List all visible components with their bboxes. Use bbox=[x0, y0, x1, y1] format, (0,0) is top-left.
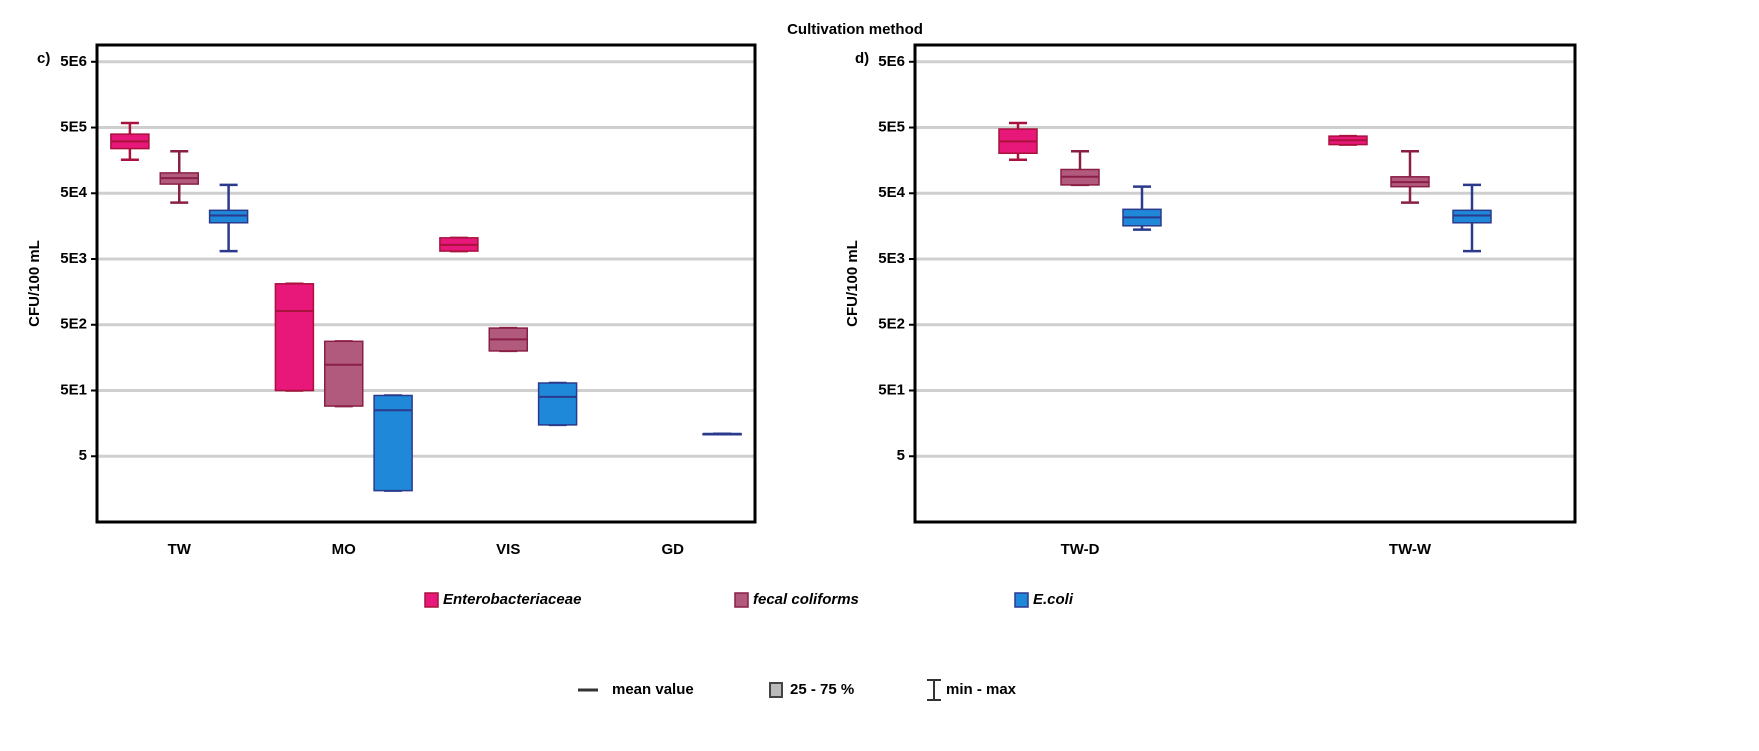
panel-label: d) bbox=[855, 50, 869, 67]
x-tick-label: MO bbox=[332, 541, 356, 558]
y-tick-label: 5E5 bbox=[878, 118, 905, 135]
box bbox=[537, 382, 578, 426]
plot-frame bbox=[913, 43, 1577, 524]
x-tick-label: TW bbox=[168, 541, 192, 558]
legend-label: Enterobacteriaceae bbox=[443, 591, 581, 608]
key-legend: mean value 25 - 75 % min - max bbox=[578, 679, 1017, 701]
y-tick-label: 5E6 bbox=[878, 53, 905, 70]
y-tick-label: 5E4 bbox=[878, 184, 905, 201]
y-axis-label: CFU/100 mL bbox=[844, 240, 861, 327]
y-axis-label: CFU/100 mL bbox=[26, 240, 43, 327]
whisker-key-icon bbox=[927, 679, 941, 701]
box bbox=[1452, 209, 1492, 224]
legend-label: fecal coliforms bbox=[753, 591, 859, 608]
panel-label: c) bbox=[37, 50, 50, 67]
whisker-key-label: min - max bbox=[946, 681, 1017, 698]
y-tick-label: 5E5 bbox=[60, 118, 87, 135]
legend-swatch bbox=[734, 592, 749, 608]
box bbox=[208, 209, 249, 224]
x-tick-label: TW-D bbox=[1061, 541, 1100, 558]
panel: c) CFU/100 mL 5 5E1 5E2 5E3 5E4 5E5 5E6 TW MO VIS GD bbox=[26, 43, 757, 558]
y-tick-label: 5E2 bbox=[60, 316, 87, 333]
figure-title: Cultivation method bbox=[787, 21, 923, 38]
y-tick-label: 5E3 bbox=[878, 250, 905, 267]
x-tick-label: VIS bbox=[496, 541, 520, 558]
y-tick-label: 5E1 bbox=[60, 381, 87, 398]
legend-swatch bbox=[1014, 592, 1029, 608]
mean-key-label: mean value bbox=[612, 681, 694, 698]
x-tick-label: TW-W bbox=[1389, 541, 1432, 558]
box-key-label: 25 - 75 % bbox=[790, 681, 854, 698]
y-tick-label: 5E2 bbox=[878, 316, 905, 333]
y-tick-label: 5E6 bbox=[60, 53, 87, 70]
panel: d) CFU/100 mL 5 5E1 5E2 5E3 5E4 5E5 5E6 TW-D TW-W bbox=[844, 43, 1577, 558]
y-tick-label: 5E3 bbox=[60, 250, 87, 267]
x-tick-label: GD bbox=[662, 541, 685, 558]
box-key-icon bbox=[769, 682, 783, 698]
legend-swatch bbox=[424, 592, 439, 608]
y-tick-label: 5E1 bbox=[878, 381, 905, 398]
y-tick-label: 5 bbox=[897, 447, 905, 464]
legend-label: E.coli bbox=[1033, 591, 1074, 608]
box bbox=[324, 340, 364, 407]
plot-frame bbox=[95, 43, 757, 524]
box bbox=[373, 394, 413, 492]
y-tick-label: 5 bbox=[79, 447, 87, 464]
box bbox=[274, 283, 315, 392]
y-tick-label: 5E4 bbox=[60, 184, 87, 201]
